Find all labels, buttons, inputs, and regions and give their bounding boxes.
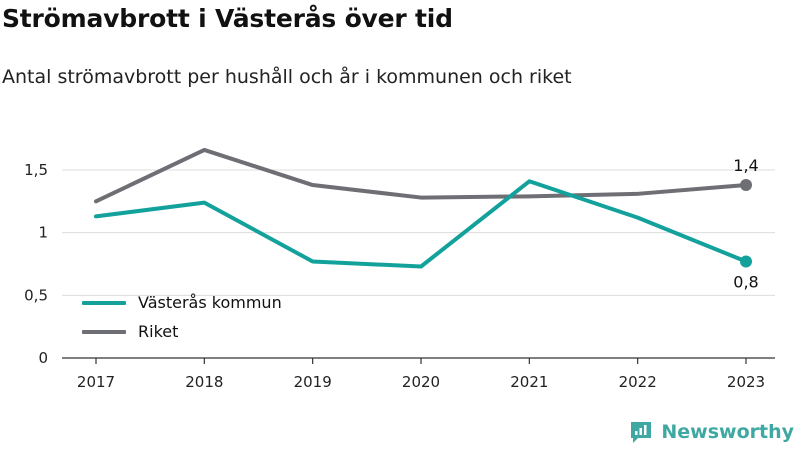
data-label-vasteras-2023: 0,8 bbox=[733, 272, 758, 291]
legend-label-riket: Riket bbox=[138, 322, 179, 341]
end-point-vasteras bbox=[740, 255, 752, 268]
chart-subtitle: Antal strömavbrott per hushåll och år i … bbox=[2, 66, 572, 88]
brand-name: Newsworthy bbox=[661, 421, 794, 443]
newsworthy-logo-icon bbox=[631, 422, 652, 443]
legend-item-riket: Riket bbox=[82, 317, 282, 346]
brand-logo: Newsworthy bbox=[629, 420, 794, 444]
chart-title: Strömavbrott i Västerås över tid bbox=[2, 4, 453, 33]
y-tick-label: 0,5 bbox=[24, 286, 48, 304]
end-point-riket bbox=[740, 179, 752, 192]
y-tick-label: 1 bbox=[38, 224, 48, 242]
x-tick-label: 2020 bbox=[402, 373, 440, 391]
y-tick-label: 0 bbox=[38, 349, 48, 367]
y-tick-label: 1,5 bbox=[24, 161, 48, 179]
x-tick-label: 2022 bbox=[619, 373, 657, 391]
x-tick-label: 2021 bbox=[510, 373, 548, 391]
legend: Västerås kommun Riket bbox=[82, 288, 282, 346]
x-tick-label: 2019 bbox=[294, 373, 332, 391]
series-line-riket bbox=[94, 147, 748, 204]
x-tick-label: 2017 bbox=[77, 373, 115, 391]
series-line-vasteras bbox=[94, 179, 748, 269]
x-tick-label: 2023 bbox=[727, 373, 765, 391]
legend-label-vasteras: Västerås kommun bbox=[138, 293, 282, 312]
legend-swatch-riket bbox=[82, 329, 126, 334]
legend-item-vasteras: Västerås kommun bbox=[82, 288, 282, 317]
x-tick-label: 2018 bbox=[185, 373, 223, 391]
data-label-riket-2023: 1,4 bbox=[733, 156, 758, 175]
legend-swatch-vasteras bbox=[82, 300, 126, 305]
